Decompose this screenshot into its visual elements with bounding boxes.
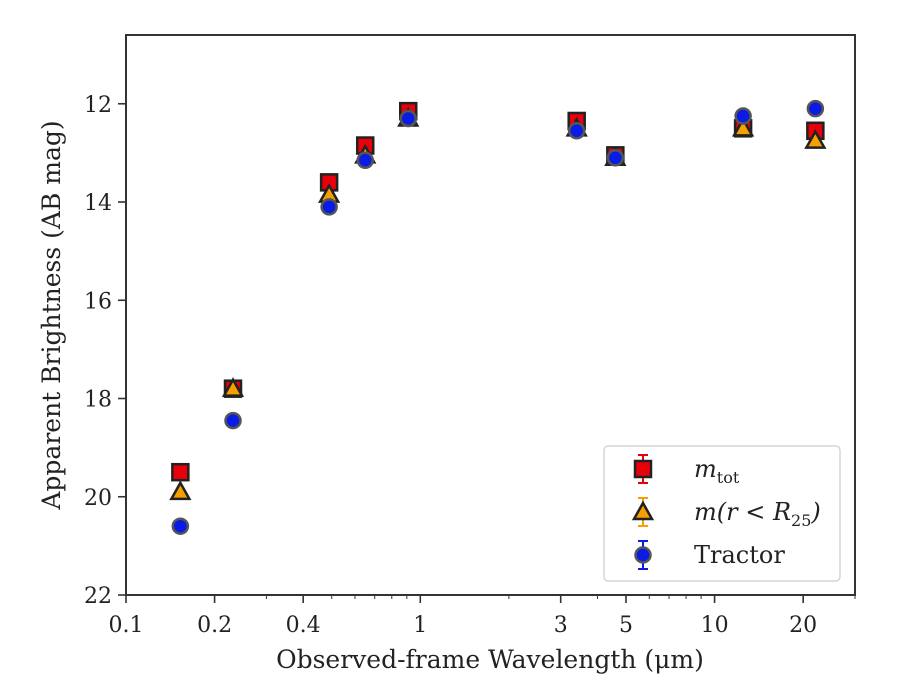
y-tick-label: 20	[84, 486, 112, 511]
y-tick-label: 16	[84, 289, 112, 314]
legend: mtot m(r < R25) Tractor	[603, 445, 841, 582]
tractor-point	[171, 517, 190, 535]
legend-label: m(r < R25)	[694, 498, 821, 530]
plot-area	[125, 34, 856, 596]
x-tick-label: 5	[619, 613, 633, 638]
m-r25-points	[169, 106, 827, 501]
tractor-point	[356, 151, 374, 170]
tractor-points	[171, 99, 825, 535]
y-tick-label: 18	[84, 388, 112, 413]
legend-entry-m-r25: m(r < R25)	[631, 497, 821, 530]
plot-frame	[125, 34, 856, 596]
m-tot-points	[171, 101, 825, 482]
x-tick-label: 3	[554, 613, 568, 638]
legend-label: mtot	[694, 455, 740, 487]
x-axis: 0.1 0.2 0.4 1 3 5 10 20	[109, 595, 856, 638]
m-r25-point	[169, 480, 192, 501]
legend-marker	[633, 459, 653, 479]
x-axis-label: Observed-frame Wavelength (μm)	[276, 645, 704, 674]
x-tick-label: 0.2	[197, 613, 232, 638]
x-tick-label: 20	[789, 613, 817, 638]
data-markers	[169, 99, 827, 535]
y-tick-label: 12	[84, 93, 112, 118]
legend-marker	[631, 500, 655, 521]
legend-entry-m-tot: mtot	[633, 454, 740, 487]
m-r25-point	[221, 377, 245, 397]
y-axis: 12 14 16 18 20 22	[84, 93, 126, 609]
x-tick-label: 10	[701, 613, 729, 638]
tractor-point	[806, 99, 825, 118]
tractor-point	[567, 122, 586, 140]
y-tick-label: 22	[84, 584, 112, 609]
m-r25-point	[804, 129, 827, 149]
tractor-point	[224, 411, 242, 430]
legend-label: Tractor	[694, 541, 785, 569]
tractor-point	[320, 198, 338, 216]
y-axis-label: Apparent Brightness (AB mag)	[37, 120, 66, 510]
legend-marker	[634, 546, 652, 564]
legend-entry-tractor: Tractor	[634, 540, 785, 570]
tractor-point	[399, 109, 417, 128]
y-tick-label: 14	[84, 191, 112, 216]
m-tot-point	[171, 462, 190, 482]
x-tick-label: 0.4	[286, 613, 321, 638]
legend-box	[603, 445, 841, 582]
x-tick-label: 1	[413, 613, 427, 638]
m-r25-point	[731, 116, 755, 137]
tractor-point	[734, 107, 752, 125]
tractor-point	[606, 149, 625, 167]
x-tick-label: 0.1	[109, 613, 144, 638]
